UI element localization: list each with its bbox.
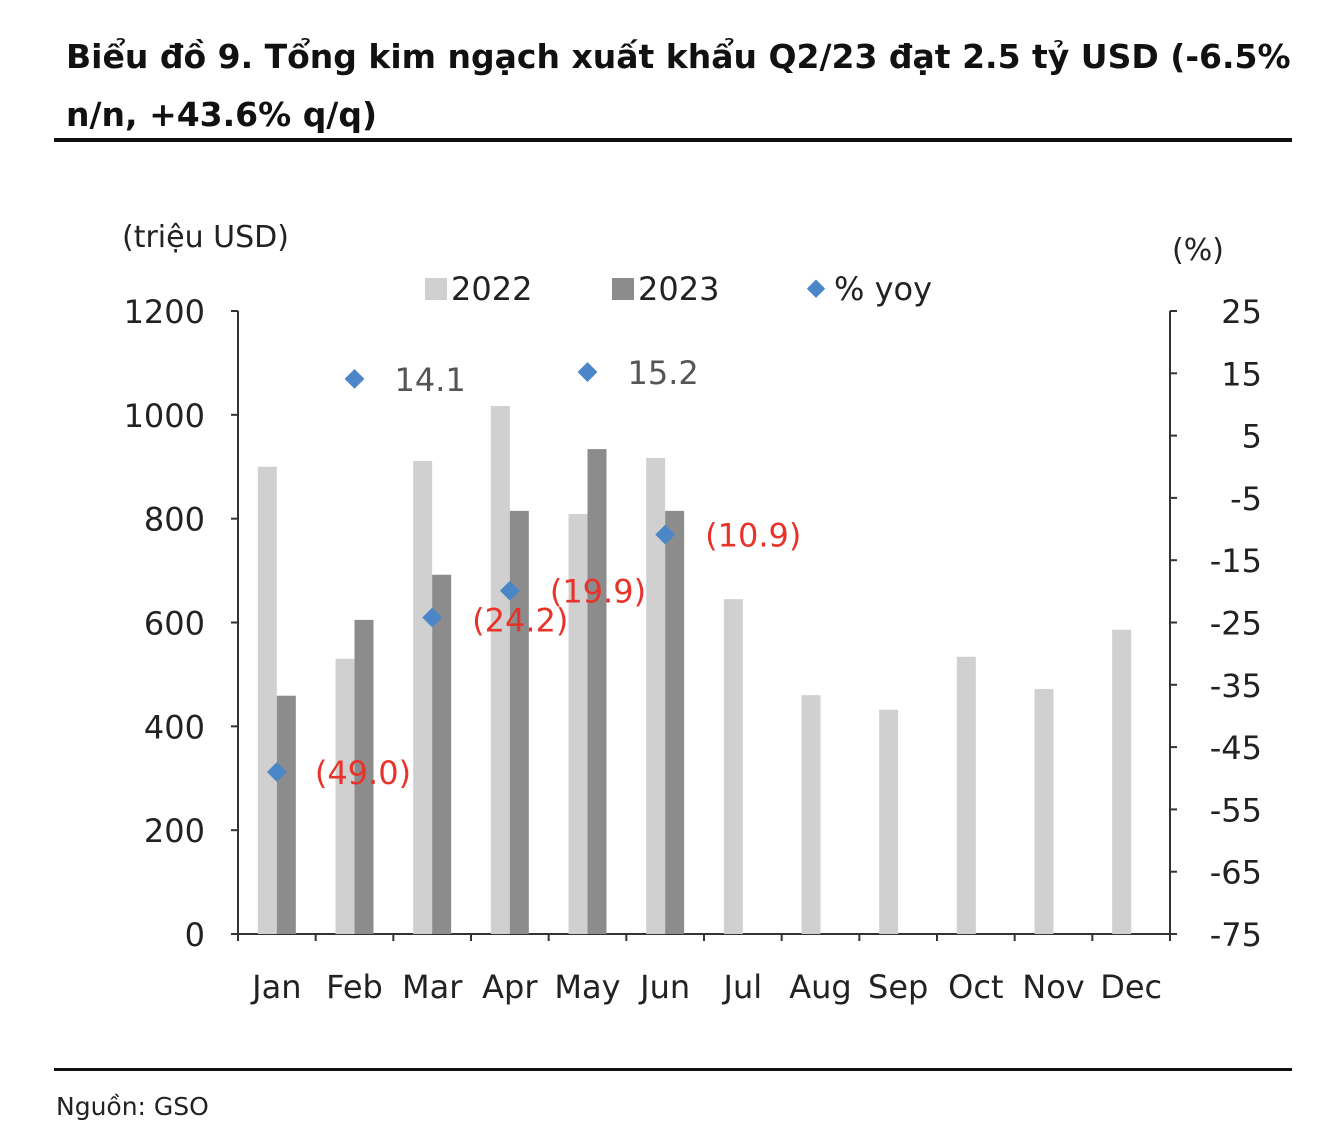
x-tick-label: Jun <box>638 968 690 1006</box>
right-tick-label: 5 <box>1242 418 1262 456</box>
left-tick-label: 400 <box>144 708 205 746</box>
x-tick-label: Nov <box>1022 968 1084 1006</box>
source-note: Nguồn: GSO <box>56 1092 209 1121</box>
left-tick-label: 1200 <box>124 293 205 331</box>
bar-2022-Dec <box>1112 629 1132 934</box>
yoy-point-Feb <box>344 369 365 389</box>
yoy-data-label: (10.9) <box>705 517 801 555</box>
legend-swatch-2023 <box>612 278 634 300</box>
bar-2023-Jan <box>276 695 296 934</box>
chart-title: Biểu đồ 9. Tổng kim ngạch xuất khẩu Q2/2… <box>66 37 1291 134</box>
bar-2023-Mar <box>432 574 452 934</box>
right-tick-label: -35 <box>1210 667 1262 705</box>
left-tick-label: 1000 <box>124 397 205 435</box>
footer-divider <box>54 1068 1292 1071</box>
yoy-data-label: (49.0) <box>315 754 411 792</box>
legend-swatch-2022 <box>425 278 447 300</box>
bar-2022-Feb <box>335 658 355 934</box>
x-tick-label: Feb <box>326 968 383 1006</box>
bar-2023-Apr <box>509 510 529 934</box>
bar-2022-Jan <box>257 466 277 934</box>
x-tick-label: Oct <box>948 968 1003 1006</box>
bar-2022-Jul <box>723 599 743 934</box>
right-tick-label: -15 <box>1210 542 1262 580</box>
left-tick-label: 600 <box>144 605 205 643</box>
yoy-point-Jan <box>266 762 287 782</box>
right-tick-label: -5 <box>1230 480 1262 518</box>
x-tick-label: Mar <box>402 968 463 1006</box>
yoy-point-Jun <box>655 524 676 545</box>
right-tick-label: -65 <box>1210 854 1262 892</box>
right-tick-label: -75 <box>1210 916 1262 954</box>
bar-2022-May <box>568 513 588 934</box>
yoy-data-label: 15.2 <box>628 354 699 392</box>
x-tick-label: Aug <box>789 968 851 1006</box>
left-axis-label: (triệu USD) <box>122 220 289 255</box>
bar-2022-Sep <box>879 709 899 934</box>
x-tick-label: Jan <box>250 968 301 1006</box>
x-tick-label: Jul <box>722 968 763 1006</box>
bar-2022-Nov <box>1034 688 1054 934</box>
legend-label: 2023 <box>638 270 719 308</box>
bar-2023-Feb <box>354 619 374 934</box>
yoy-data-label: 14.1 <box>395 361 466 399</box>
bar-2023-Jun <box>665 510 685 934</box>
right-tick-label: -45 <box>1210 729 1262 767</box>
right-tick-label: -25 <box>1210 605 1262 643</box>
x-tick-label: May <box>554 968 620 1006</box>
left-tick-label: 800 <box>144 501 205 539</box>
yoy-point-Mar <box>422 607 443 628</box>
left-tick-label: 200 <box>144 812 205 850</box>
bar-2022-Aug <box>801 695 821 934</box>
bar-2022-Mar <box>413 461 433 934</box>
bar-2022-Oct <box>956 656 976 934</box>
title-divider <box>54 138 1292 142</box>
yoy-data-label: (19.9) <box>550 573 646 611</box>
legend-swatch-yoy <box>806 279 826 298</box>
bar-2022-Jun <box>646 457 666 934</box>
x-tick-label: Apr <box>482 968 538 1006</box>
right-tick-label: 15 <box>1221 355 1262 393</box>
bar-2023-May <box>587 449 607 934</box>
legend-label: % yoy <box>834 270 932 308</box>
x-tick-label: Sep <box>868 968 928 1006</box>
legend-label: 2022 <box>451 270 532 308</box>
yoy-point-Apr <box>499 580 520 601</box>
x-tick-label: Dec <box>1100 968 1162 1006</box>
right-tick-label: -55 <box>1210 791 1262 829</box>
yoy-data-label: (24.2) <box>472 602 568 640</box>
right-axis-label: (%) <box>1172 233 1224 268</box>
left-tick-label: 0 <box>185 916 205 954</box>
yoy-point-May <box>577 362 598 382</box>
right-tick-label: 25 <box>1221 293 1262 331</box>
bar-2022-Apr <box>490 406 510 934</box>
